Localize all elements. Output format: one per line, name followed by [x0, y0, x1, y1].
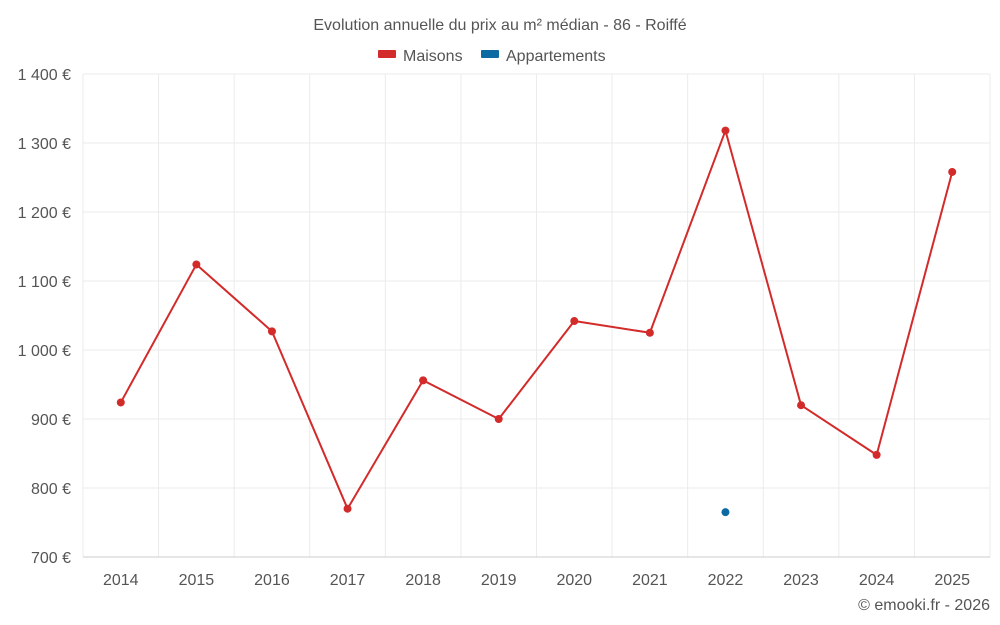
series-appartements [721, 508, 730, 517]
data-point-maisons-2019[interactable] [494, 415, 503, 423]
x-tick-label: 2023 [783, 572, 819, 589]
data-point-maisons-2016[interactable] [267, 327, 276, 336]
series-line-maisons [119, 129, 954, 510]
y-tick-label: 1 200 € [18, 205, 71, 222]
x-tick-label: 2019 [481, 572, 517, 589]
x-tick-label: 2021 [632, 572, 668, 589]
x-axis-labels: 2014 2015 2016 2017 2018 2019 2020 2021 2022 2023… [103, 572, 970, 589]
y-axis-labels: 700 € 800 € 900 € 1 000 € 1 100 € 1 200 € 1 30… [18, 67, 71, 567]
y-tick-label: 1 100 € [18, 274, 71, 291]
x-tick-label: 2022 [708, 572, 744, 589]
legend: Maisons Appartements [378, 48, 606, 65]
data-point-maisons-2021[interactable] [645, 328, 654, 337]
legend-item-appartements[interactable]: Appartements [481, 48, 606, 65]
series-maisons [116, 126, 957, 513]
data-point-maisons-2017[interactable] [343, 504, 352, 513]
data-point-appartements-2022[interactable] [721, 508, 730, 517]
x-tick-label: 2014 [103, 572, 139, 589]
x-tick-label: 2024 [859, 572, 895, 589]
data-point-maisons-2022[interactable] [721, 126, 730, 135]
credit-text: © emooki.fr - 2026 [858, 597, 990, 614]
x-tick-label: 2017 [330, 572, 366, 589]
y-tick-label: 800 € [31, 481, 71, 498]
data-point-maisons-2018[interactable] [419, 376, 428, 385]
y-tick-label: 1 400 € [18, 67, 71, 84]
x-tick-label: 2020 [556, 572, 592, 589]
legend-swatch-appartements [481, 50, 499, 58]
data-point-maisons-2024[interactable] [872, 450, 881, 459]
data-point-maisons-2025[interactable] [948, 167, 957, 176]
y-tick-label: 700 € [31, 550, 71, 567]
y-tick-label: 1 000 € [18, 343, 71, 360]
legend-swatch-maisons [378, 50, 396, 58]
chart-title: Evolution annuelle du prix au m² médian … [313, 17, 686, 34]
x-gridlines [82, 74, 991, 557]
legend-item-maisons[interactable]: Maisons [378, 48, 463, 65]
series-layer [116, 126, 957, 517]
x-tick-label: 2025 [934, 572, 970, 589]
legend-label-maisons: Maisons [403, 48, 463, 65]
y-tick-label: 900 € [31, 412, 71, 429]
data-point-maisons-2023[interactable] [797, 401, 806, 410]
x-tick-label: 2016 [254, 572, 290, 589]
x-tick-label: 2015 [179, 572, 215, 589]
x-tick-label: 2018 [405, 572, 441, 589]
y-tick-label: 1 300 € [18, 136, 71, 153]
data-point-maisons-2014[interactable] [116, 398, 125, 407]
data-point-maisons-2020[interactable] [570, 317, 579, 326]
legend-label-appartements: Appartements [506, 48, 606, 65]
data-point-maisons-2015[interactable] [192, 260, 201, 269]
